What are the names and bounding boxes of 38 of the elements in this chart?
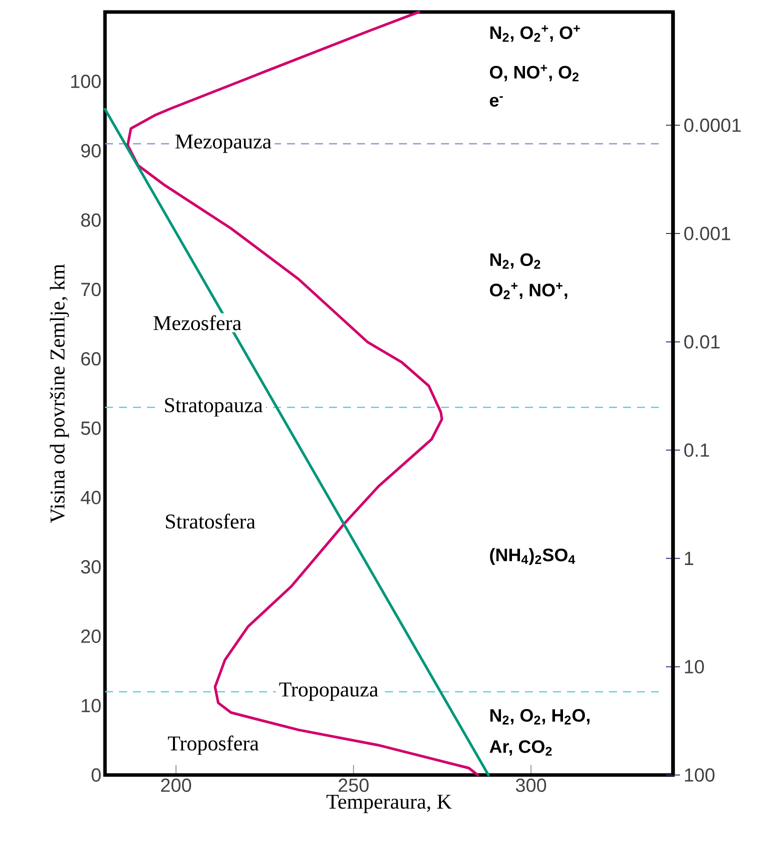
line-series [126,10,480,776]
x-tick-label: 250 [338,778,369,792]
annotation: N$_{2}$, O$_{2}$, H$_{2}$O, [490,709,590,724]
annotation: Mezosfera [154,315,242,330]
y-axis-title: Visina od površine Zemlje, km [50,264,69,523]
annotation: O$_{2}$$^{+}$, NO$^{+}$, [490,282,568,300]
ref-line-label: Tropopauza [279,682,378,701]
x-tick-label: 200 [161,778,192,792]
annotation: N$_{2}$, O$_{2}$$^{+}$, O$^{+}$ [490,25,580,42]
annotation: O, NO$^{+}$, O$_{2}$ [490,64,579,82]
y-tick-label: 30 [81,560,101,574]
x-tick-label: 300 [516,778,546,792]
annotation: Ar, CO$_{2}$ [490,740,552,756]
y-tick-label: 40 [80,490,101,504]
annotation: Troposfera [168,736,259,755]
ref-line-label: Mezopauza [175,134,272,153]
y2-tick-label: 0.1 [684,443,710,457]
y-tick-label: 0 [92,768,101,782]
annotation: (NH$_{4}$)$_{2}$SO$_{4}$ [490,548,576,565]
annotation: N$_{2}$, O$_{2}$ [490,253,540,269]
y-tick-label: 20 [81,630,101,643]
y-tick-label: 10 [82,698,101,712]
y-tick-label: 50 [81,421,101,435]
y2-tick-label: 10 [684,660,704,674]
y2-tick-label: 0.001 [684,226,730,240]
y2-tick-label: 0.0001 [684,118,741,132]
annotation: e$^{-}$ [490,96,503,107]
y2-tick-label: 1 [684,552,694,565]
annotation: Stratosfera [166,514,256,529]
x-axis-title: Temperaura, K [326,794,452,814]
ref-line-label: Stratopauza [165,398,263,417]
y-tick-label: 90 [81,144,101,158]
y-tick-label: 70 [81,282,101,296]
y-tick-label: 60 [81,352,101,366]
y-tick-label: 80 [81,213,101,227]
y-tick-label: 100 [71,74,101,88]
y2-tick-label: 0.01 [684,335,720,349]
y2-tick-label: 100 [684,768,714,782]
